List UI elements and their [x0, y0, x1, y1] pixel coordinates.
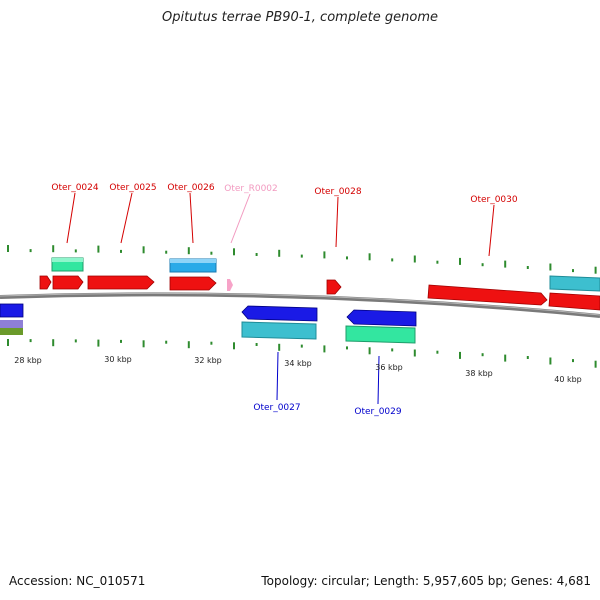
gene-label: Oter_0025	[109, 183, 156, 193]
cog-row-inner	[0, 320, 416, 344]
callout-line	[230, 193, 251, 244]
callout-line	[488, 204, 495, 257]
accession-text: Accession: NC_010571	[9, 574, 146, 588]
scale-label: 32 kbp	[194, 356, 222, 365]
gene-label: Oter_0030	[470, 195, 518, 205]
genome-title: Opitutus terrae PB90-1, complete genome	[161, 10, 439, 25]
callout-lines	[66, 192, 495, 405]
cds-arrow	[52, 275, 84, 290]
gene-label: Oter_0027	[253, 403, 300, 413]
scale-label: 38 kbp	[465, 369, 493, 378]
cog-row-outer	[51, 257, 600, 292]
callout-line	[66, 192, 76, 244]
scale-label: 30 kbp	[104, 355, 132, 364]
scale-ticks-inner	[7, 339, 597, 368]
callout-line	[377, 355, 380, 405]
scale-label: 36 kbp	[375, 363, 403, 372]
cds-arrow	[241, 305, 318, 322]
gene-label: Oter_0029	[354, 407, 402, 417]
cog-box	[345, 325, 416, 344]
genome-backbone-highlight	[0, 292, 600, 316]
scale-label: 34 kbp	[284, 359, 312, 368]
cds-arrow	[346, 309, 417, 327]
scale-label: 28 kbp	[14, 356, 42, 365]
cds-arrow	[39, 275, 52, 290]
cog-box	[0, 320, 23, 328]
cds-arrow	[548, 292, 600, 311]
genome-summary-text: Topology: circular; Length: 5,957,605 bp…	[261, 574, 591, 588]
gene-label: Oter_0026	[167, 183, 215, 193]
gene-label: Oter_0024	[51, 183, 99, 193]
callout-line	[335, 196, 339, 248]
genome-backbone	[0, 292, 600, 318]
cog-box	[170, 259, 216, 263]
cog-box	[549, 275, 600, 292]
cds-arrow	[427, 284, 548, 306]
rna-arrow	[227, 279, 233, 291]
scale-label: 40 kbp	[554, 375, 582, 384]
forward-cds-row	[39, 275, 600, 311]
callout-line	[189, 192, 194, 244]
callout-line	[120, 192, 133, 244]
scale-ticks-outer	[7, 245, 597, 274]
cds-arrow	[87, 275, 155, 290]
gene-label: Oter_R0002	[224, 184, 278, 194]
gene-label: Oter_0028	[314, 187, 362, 197]
cog-box	[52, 258, 83, 262]
cds-arrow	[169, 276, 217, 291]
cds-arrow	[0, 303, 24, 318]
scale-labels: 28 kbp 30 kbp 32 kbp 34 kbp 36 kbp 38 kb…	[14, 355, 582, 384]
cog-box	[0, 328, 23, 335]
callout-line	[276, 351, 279, 401]
cog-box	[241, 321, 317, 340]
reverse-cds-row	[0, 303, 417, 327]
cds-arrow	[326, 279, 342, 295]
gene-labels: Oter_0024 Oter_0025 Oter_0026 Oter_R0002…	[51, 183, 518, 417]
